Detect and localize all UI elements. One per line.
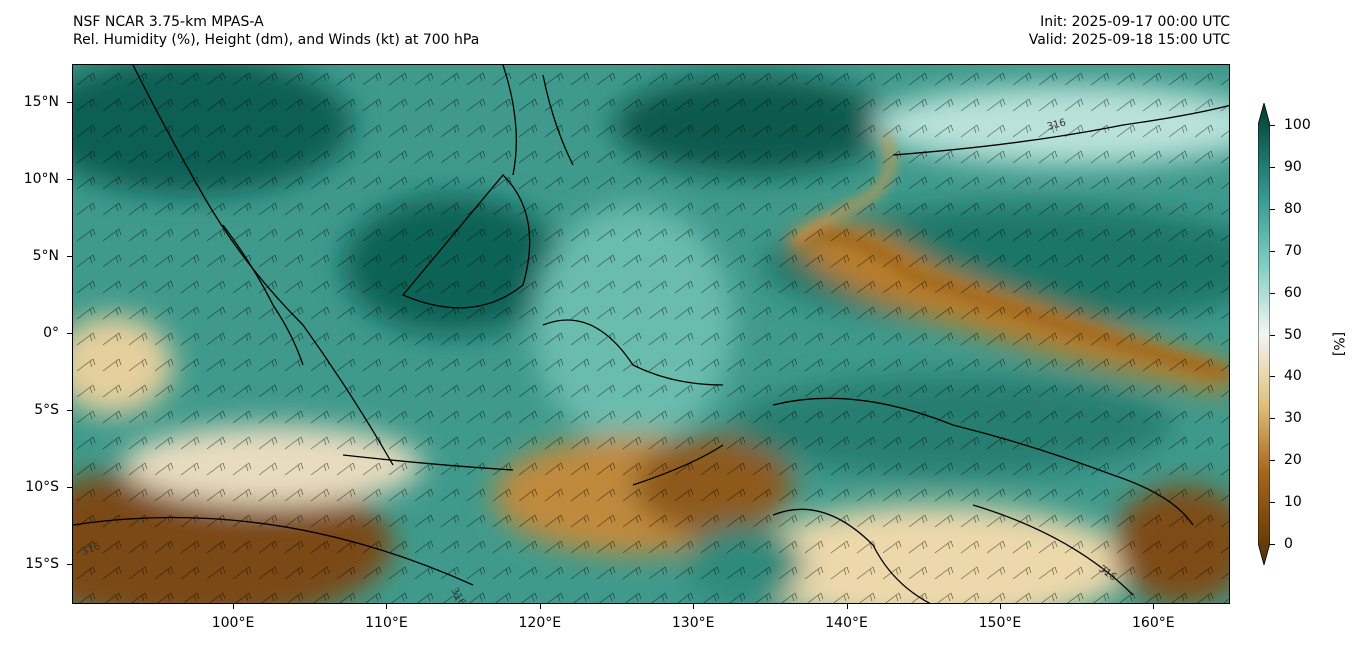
coastlines <box>73 65 1229 603</box>
lat-tick-label: 5°N <box>32 248 59 265</box>
colorbar-tick-label: 10 <box>1284 494 1302 511</box>
colorbar-unit: [%] <box>1330 331 1347 357</box>
init-time: Init: 2025-09-17 00:00 UTC <box>1040 14 1230 30</box>
colorbar-tick-mark <box>1270 460 1275 462</box>
colorbar-tick-label: 30 <box>1284 410 1302 427</box>
lon-tick-label: 120°E <box>518 615 562 631</box>
colorbar-tick-mark <box>1270 250 1275 252</box>
colorbar-tick-label: 90 <box>1284 158 1302 175</box>
lon-tick-label: 150°E <box>978 615 1022 631</box>
colorbar-tick-label: 80 <box>1284 200 1302 217</box>
colorbar-tick-label: 40 <box>1284 368 1302 385</box>
lon-tick-mark <box>846 604 848 609</box>
colorbar-tick-mark <box>1270 418 1275 420</box>
colorbar-tick-mark <box>1270 376 1275 378</box>
map-canvas: 316 316 316 316 <box>73 65 1229 603</box>
lon-tick-label: 160°E <box>1132 615 1175 631</box>
colorbar-tick-label: 0 <box>1284 536 1293 552</box>
colorbar-tick-mark <box>1270 125 1275 126</box>
lat-tick-mark <box>67 564 72 565</box>
colorbar-tick-label: 60 <box>1284 284 1302 301</box>
colorbar-tick-mark <box>1270 502 1275 504</box>
lat-tick-label: 0° <box>43 325 59 342</box>
lon-tick-mark <box>539 604 541 609</box>
colorbar <box>1257 101 1271 567</box>
lat-tick-mark <box>67 333 72 335</box>
lon-tick-label: 140°E <box>825 615 868 631</box>
lon-tick-label: 100°E <box>211 615 255 631</box>
colorbar-tick-mark <box>1270 544 1275 545</box>
lat-tick-label: 10°N <box>23 171 59 188</box>
wind-barbs <box>73 65 1229 603</box>
lat-tick-mark <box>67 102 72 104</box>
title-right: Init: 2025-09-17 00:00 UTC Valid: 2025-0… <box>1029 13 1230 49</box>
lat-tick-label: 10°S <box>25 479 59 496</box>
lat-tick-label: 15°S <box>25 556 59 572</box>
lat-tick-label: 15°N <box>23 94 59 111</box>
lat-tick-mark <box>67 179 72 181</box>
model-title: NSF NCAR 3.75-km MPAS-A <box>73 14 264 30</box>
lon-tick-mark <box>233 604 235 609</box>
lat-tick-label: 5°S <box>34 402 59 419</box>
lon-tick-mark <box>386 604 388 609</box>
lat-tick-mark <box>67 410 72 412</box>
lon-tick-mark <box>1153 604 1155 609</box>
colorbar-tick-label: 50 <box>1284 326 1302 343</box>
lat-tick-mark <box>67 256 72 258</box>
valid-time: Valid: 2025-09-18 15:00 UTC <box>1028 32 1230 48</box>
colorbar-tick-mark <box>1270 208 1275 210</box>
colorbar-tick-mark <box>1270 334 1275 336</box>
lon-tick-mark <box>693 604 695 609</box>
lon-tick-label: 130°E <box>671 615 715 631</box>
lat-tick-mark <box>67 487 72 489</box>
lon-tick-label: 110°E <box>365 615 408 631</box>
title-left: NSF NCAR 3.75-km MPAS-A Rel. Humidity (%… <box>73 13 479 49</box>
colorbar-tick-label: 70 <box>1284 242 1302 259</box>
colorbar-tick-label: 100 <box>1284 117 1311 133</box>
colorbar-tick-label: 20 <box>1284 452 1302 469</box>
contour-label: 316 <box>1046 117 1067 133</box>
lon-tick-mark <box>999 604 1001 609</box>
colorbar-tick-mark <box>1270 166 1275 168</box>
humidity-map: 316 316 316 316 <box>72 64 1230 604</box>
field-title: Rel. Humidity (%), Height (dm), and Wind… <box>73 32 480 48</box>
colorbar-tick-mark <box>1270 292 1275 294</box>
